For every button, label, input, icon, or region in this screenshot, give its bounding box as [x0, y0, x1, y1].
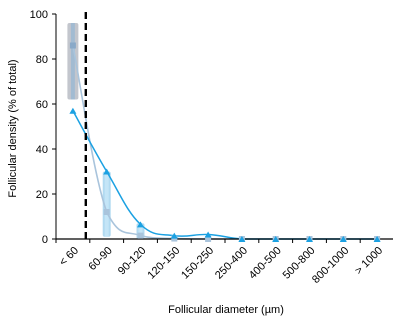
x-tick-label: 250-400 [213, 245, 250, 282]
error-band-core [138, 223, 143, 239]
x-tick-label: 400-500 [247, 245, 284, 282]
data-point-triangle [137, 221, 144, 228]
y-tick-label: 0 [42, 234, 48, 246]
x-tick-label: 120-150 [145, 245, 182, 282]
data-point-triangle [204, 231, 212, 238]
data-point-square [69, 42, 76, 49]
y-tick-label: 20 [36, 189, 48, 201]
y-tick-label: 100 [30, 9, 48, 21]
data-point-triangle [238, 236, 246, 242]
series-markers [69, 42, 381, 242]
x-tick-label: < 60 [57, 245, 81, 269]
data-point-triangle [373, 236, 381, 242]
x-tick-label: 90-120 [116, 245, 149, 278]
data-point-triangle [69, 107, 77, 114]
series-line [72, 110, 378, 240]
data-point-triangle [103, 168, 111, 175]
x-axis-title: Follicular diameter (µm) [168, 304, 284, 316]
series-lines [72, 45, 378, 240]
y-tick-label: 40 [36, 144, 48, 156]
data-point-triangle [339, 236, 347, 242]
data-point-triangle [272, 236, 280, 242]
y-ticks: 0 20 40 60 80 100 [30, 9, 56, 246]
x-tick-label: > 1000 [353, 245, 385, 277]
data-point-square [103, 209, 110, 215]
y-tick-label: 80 [36, 54, 48, 66]
x-tick-label: 150-250 [179, 245, 216, 282]
x-ticks: < 60 60-90 90-120120-150150-250250-400400-… [55, 239, 385, 286]
series-line [72, 45, 378, 240]
y-tick-label: 60 [36, 99, 48, 111]
x-tick-label: 800-1000 [310, 245, 351, 286]
error-band-core [70, 23, 75, 100]
data-point-square [205, 236, 212, 242]
error-band-core [104, 171, 109, 237]
error-bars [67, 23, 213, 239]
data-point-triangle [170, 232, 178, 239]
x-tick-label: 60-90 [86, 245, 114, 273]
data-point-triangle [306, 236, 313, 242]
y-axis-title: Follicular density (% of total) [7, 59, 19, 197]
data-point-square [137, 232, 144, 239]
